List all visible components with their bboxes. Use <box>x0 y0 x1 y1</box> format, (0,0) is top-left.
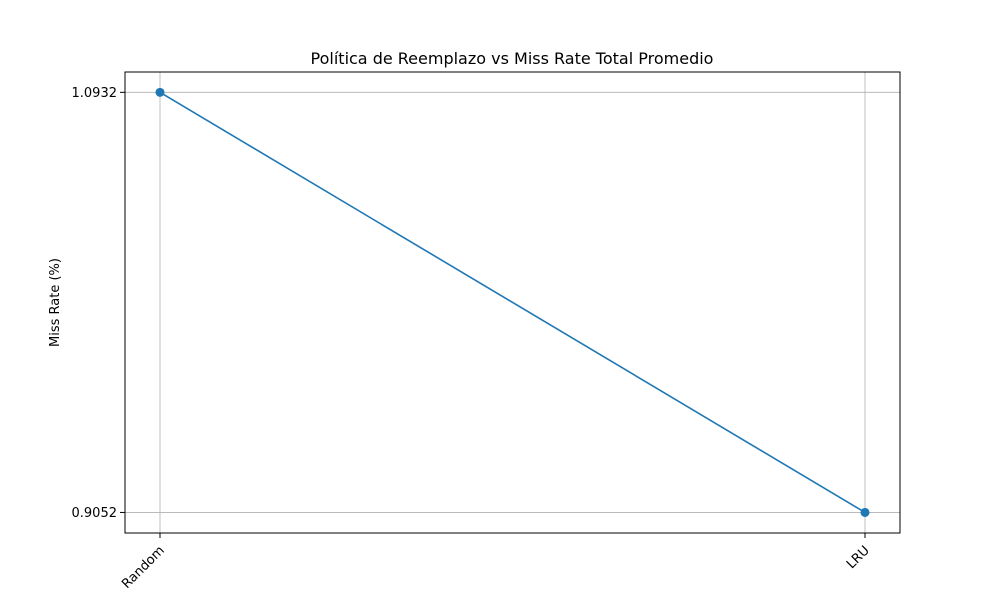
data-point <box>860 507 870 517</box>
y-tick-label: 1.0932 <box>72 86 118 101</box>
series-layer <box>155 87 870 517</box>
data-point <box>155 87 165 97</box>
chart-title: Política de Reemplazo vs Miss Rate Total… <box>311 49 714 68</box>
y-axis-label: Miss Rate (%) <box>48 258 63 347</box>
grid-lines <box>125 72 900 533</box>
y-tick-label: 0.9052 <box>72 506 118 521</box>
axis-ticks <box>120 91 866 538</box>
series-line <box>159 91 866 514</box>
plot-frame <box>124 71 901 534</box>
